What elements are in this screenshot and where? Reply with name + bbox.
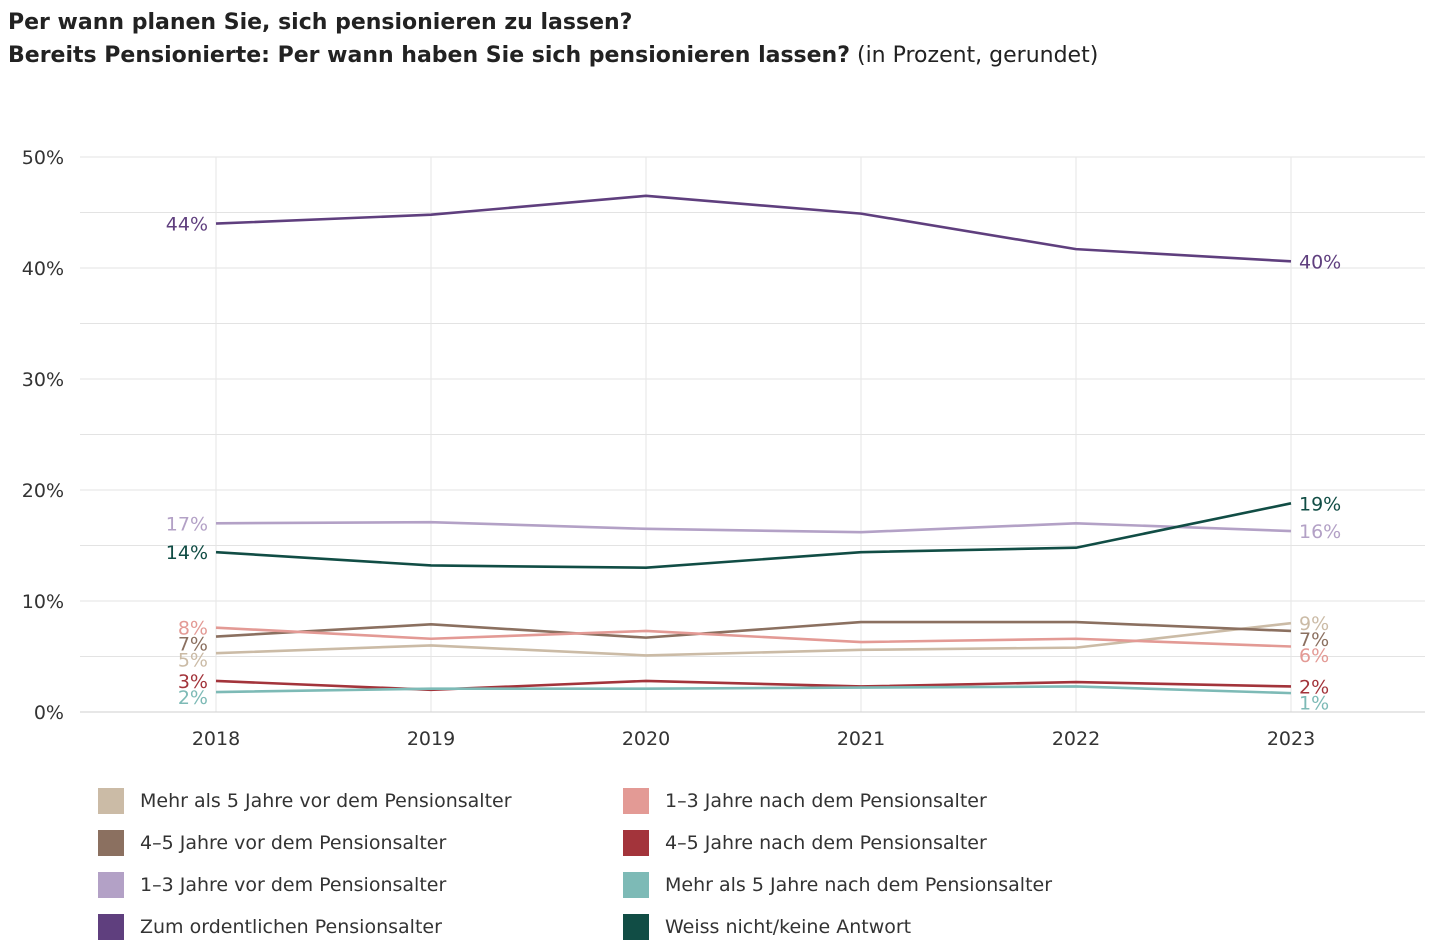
- y-tick-label: 30%: [22, 369, 64, 391]
- x-tick-label: 2020: [622, 728, 670, 750]
- y-tick-label: 0%: [34, 702, 64, 724]
- data-label-start: 5%: [178, 650, 208, 672]
- subtitle-note: (in Prozent, gerundet): [856, 43, 1099, 68]
- data-label-start: 8%: [178, 618, 208, 640]
- data-label-start: 17%: [166, 513, 208, 535]
- y-tick-label: 40%: [22, 258, 64, 280]
- series-line-8: [215, 502, 1292, 570]
- series-line-5: [215, 626, 1292, 648]
- data-label-end: 7%: [1299, 629, 1329, 651]
- data-label-end: 16%: [1299, 521, 1341, 543]
- data-label-end: 19%: [1299, 493, 1341, 515]
- x-tick-label: 2019: [407, 728, 455, 750]
- series-line-4: [215, 194, 1292, 263]
- x-tick-label: 2021: [837, 728, 885, 750]
- x-tick-label: 2022: [1052, 728, 1100, 750]
- data-label-end: 9%: [1299, 613, 1329, 635]
- y-tick-label: 20%: [22, 480, 64, 502]
- series-line-7: [215, 685, 1292, 695]
- x-tick-label: 2018: [192, 728, 240, 750]
- data-label-end: 6%: [1299, 645, 1329, 667]
- data-label-start: 3%: [178, 671, 208, 693]
- data-label-end: 1%: [1299, 692, 1329, 714]
- data-label-start: 2%: [178, 687, 208, 709]
- series-line-3: [215, 520, 1292, 534]
- y-tick-label: 10%: [22, 591, 64, 613]
- data-label-end: 2%: [1299, 676, 1329, 698]
- chart-subtitle: Bereits Pensionierte: Per wann haben Sie…: [8, 43, 1099, 68]
- data-label-start: 7%: [178, 634, 208, 656]
- data-label-end: 40%: [1299, 251, 1341, 273]
- x-tick-label: 2023: [1267, 728, 1315, 750]
- y-tick-label: 50%: [22, 147, 64, 169]
- data-label-start: 44%: [166, 214, 208, 236]
- series-line-1: [215, 621, 1292, 657]
- chart-title: Per wann planen Sie, sich pensionieren z…: [8, 10, 633, 35]
- series-line-2: [215, 620, 1292, 639]
- data-label-start: 14%: [166, 542, 208, 564]
